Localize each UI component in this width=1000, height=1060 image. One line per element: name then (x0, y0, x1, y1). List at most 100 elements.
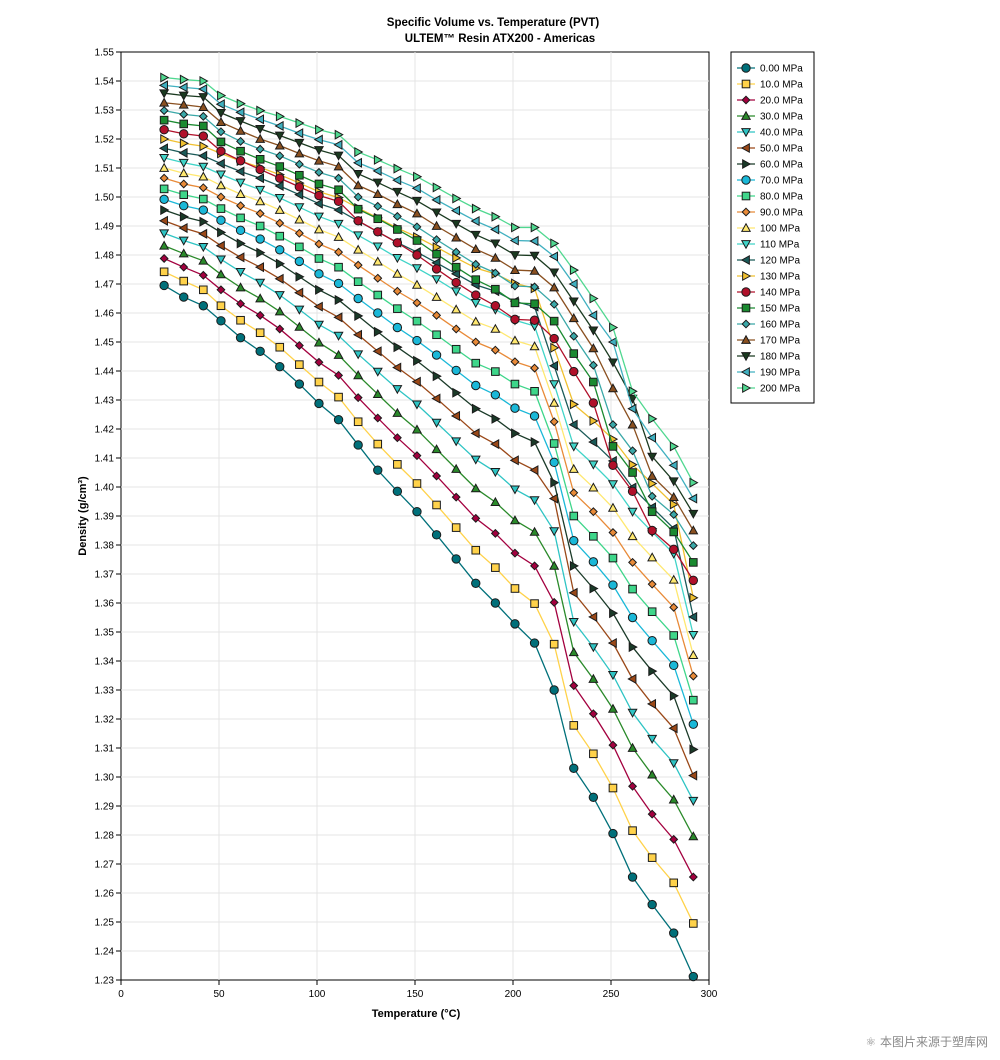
data-point (607, 703, 619, 713)
y-tick-label: 1.25 (95, 918, 115, 929)
data-point (178, 158, 189, 169)
legend-item: 120 MPa (737, 254, 800, 267)
data-point (588, 437, 598, 448)
series-line (163, 188, 694, 701)
data-point (255, 164, 265, 175)
series-40-0-mpa (159, 229, 699, 807)
data-point (275, 324, 285, 334)
data-point (392, 407, 403, 417)
data-point (509, 235, 519, 246)
data-point (510, 379, 520, 389)
legend-marker (740, 254, 750, 266)
data-point (451, 554, 461, 564)
data-point (393, 225, 402, 234)
data-point (588, 398, 599, 408)
data-point (198, 301, 209, 311)
data-point (334, 247, 344, 257)
data-point (294, 148, 305, 158)
legend-marker (741, 303, 751, 313)
x-tick-label: 300 (701, 989, 718, 1000)
data-point (588, 326, 599, 336)
data-point (668, 460, 678, 471)
data-point (627, 507, 638, 517)
data-point (491, 563, 500, 572)
data-point (198, 111, 208, 121)
data-point (235, 267, 246, 278)
legend-marker (740, 240, 752, 250)
y-tick-label: 1.41 (95, 454, 115, 465)
data-point (313, 224, 325, 234)
data-point (373, 326, 383, 337)
data-point (255, 185, 266, 195)
data-point (627, 486, 638, 497)
data-point (236, 136, 246, 146)
series-line (163, 220, 694, 776)
data-point (510, 314, 520, 325)
data-point (235, 252, 245, 263)
data-point (530, 387, 539, 396)
data-point (689, 744, 699, 755)
data-point (509, 455, 519, 466)
data-point (471, 403, 481, 414)
data-point (274, 273, 284, 284)
data-point (334, 392, 343, 402)
data-point (510, 403, 520, 413)
data-point (255, 221, 265, 231)
data-point (549, 333, 559, 344)
data-point (294, 287, 304, 298)
data-point (628, 557, 638, 567)
data-point (216, 137, 226, 147)
data-point (179, 119, 189, 129)
data-point (235, 117, 246, 127)
data-point (688, 719, 699, 729)
data-point (569, 265, 579, 276)
data-point (470, 230, 481, 240)
data-point (158, 143, 168, 154)
data-point (198, 150, 208, 161)
data-point (608, 580, 618, 590)
data-point (198, 171, 209, 181)
data-point (179, 109, 189, 119)
data-point (160, 72, 170, 83)
data-point (275, 173, 285, 183)
data-point (353, 192, 363, 202)
data-point (689, 592, 699, 603)
data-point (215, 170, 227, 180)
y-tick-label: 1.32 (95, 715, 115, 726)
data-point (216, 285, 226, 295)
data-point (668, 794, 679, 804)
data-point (179, 74, 189, 85)
data-point (314, 179, 324, 189)
data-point (689, 477, 699, 488)
data-point (627, 419, 638, 429)
data-point (215, 158, 225, 169)
data-point (315, 284, 325, 295)
data-point (334, 370, 344, 380)
legend-item: 50.0 MPa (737, 142, 803, 155)
data-point (669, 510, 679, 520)
data-point (354, 147, 364, 158)
data-point (431, 208, 442, 218)
data-point (549, 417, 559, 427)
data-point (609, 322, 619, 333)
y-tick-label: 1.33 (95, 686, 115, 697)
data-point (647, 491, 657, 501)
data-point (412, 335, 422, 346)
data-point (158, 215, 168, 226)
legend-label: 150 MPa (760, 304, 800, 315)
data-point (411, 376, 421, 387)
data-point (353, 231, 364, 241)
data-point (668, 759, 679, 769)
legend-label: 140 MPa (760, 288, 800, 299)
legend-item: 60.0 MPa (737, 158, 803, 171)
data-point (589, 583, 599, 594)
data-point (491, 211, 501, 222)
data-point (431, 418, 442, 428)
data-point (160, 133, 170, 145)
data-point (412, 222, 422, 232)
data-point (451, 492, 461, 502)
data-point (236, 201, 246, 211)
data-point (179, 276, 189, 286)
data-point (609, 608, 619, 619)
data-point (353, 180, 364, 190)
